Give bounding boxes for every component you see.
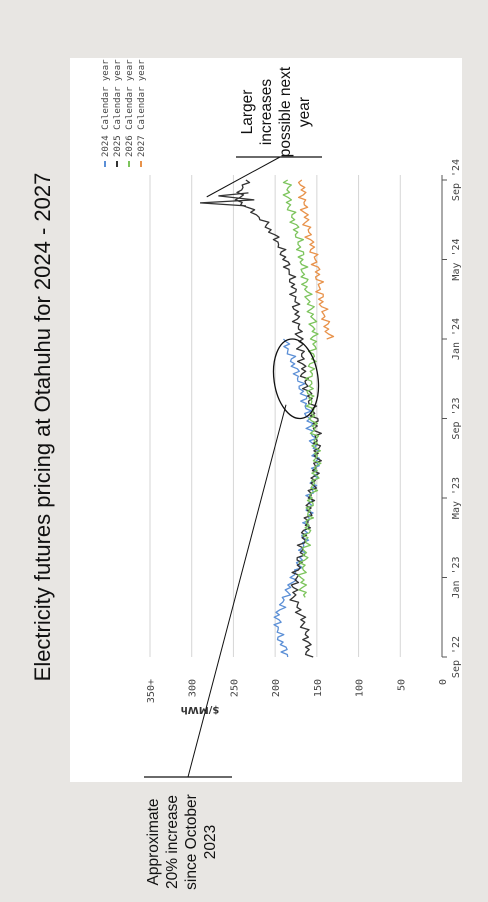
y-axis-label: $/MWh (181, 704, 220, 715)
annotation-line: 20% increase (164, 795, 181, 889)
x-tick-label: Jan '23 (451, 556, 462, 598)
y-tick-label: 350+ (146, 679, 157, 703)
x-tick-label: Jan '24 (451, 318, 462, 360)
y-tick-label: 200 (271, 679, 282, 697)
annotation-line: increases (258, 79, 275, 146)
annotation-line: possible next (277, 66, 294, 157)
x-tick-label: Sep '24 (451, 159, 462, 201)
legend-label: 2025 Calendar year (113, 59, 123, 157)
y-tick-label: 0 (438, 679, 449, 685)
bottom-annotation-leader (187, 404, 287, 778)
y-tick-label: 250 (229, 679, 240, 697)
annotation-line: year (296, 97, 313, 127)
x-tick-label: Sep '23 (451, 397, 462, 439)
chart-panel (70, 58, 462, 782)
bottom-annotation: Approximate 20% increase since October 2… (145, 794, 219, 890)
x-tick-label: May '23 (451, 477, 462, 519)
annotation-line: Approximate (145, 798, 162, 885)
highlight-ellipse (272, 338, 320, 420)
y-tick-label: 100 (355, 679, 366, 697)
top-annotation-leader (206, 156, 281, 198)
series-spike (200, 192, 255, 207)
x-tick-label: May '24 (451, 238, 462, 280)
series-line (297, 179, 335, 340)
annotation-line: 2023 (202, 825, 219, 859)
legend-label: 2024 Calendar year (101, 59, 111, 157)
annotation-line: Larger (239, 90, 256, 135)
x-tick-label: Sep '22 (451, 636, 462, 678)
annotation-line: since October (183, 794, 200, 890)
legend-label: 2026 Calendar year (125, 59, 135, 157)
top-annotation: Larger increases possible next year (239, 66, 313, 157)
legend-label: 2027 Calendar year (137, 59, 147, 157)
y-tick-label: 150 (313, 679, 324, 697)
y-tick-label: 50 (396, 679, 407, 691)
y-tick-label: 300 (188, 679, 199, 697)
chart-title: Electricity futures pricing at Otahuhu f… (30, 173, 55, 682)
series-line (282, 179, 322, 598)
series-line (234, 179, 322, 658)
